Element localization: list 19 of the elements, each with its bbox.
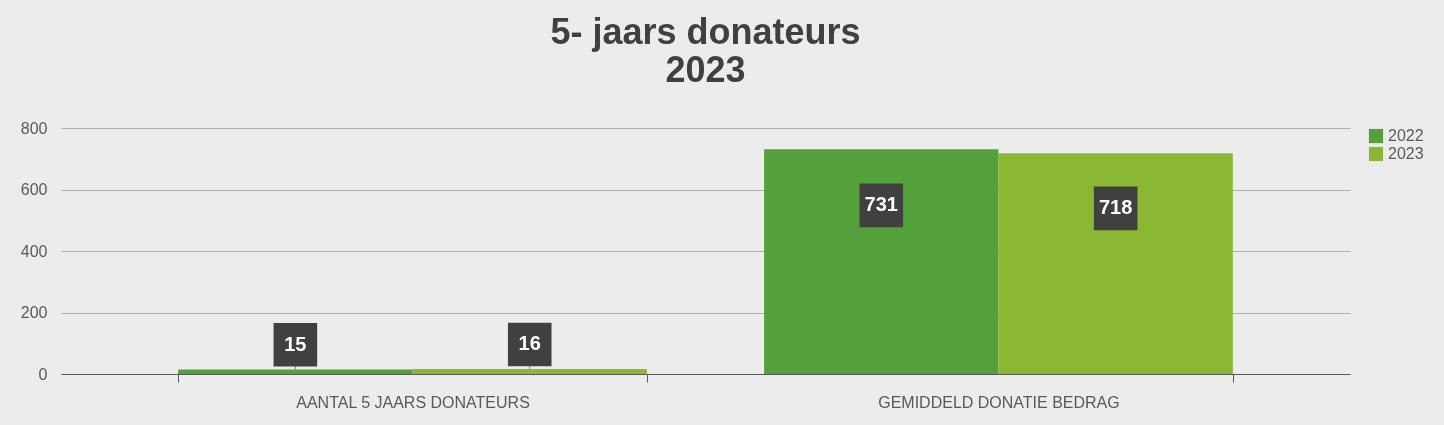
legend-label: 2022 <box>1388 127 1424 144</box>
text: 2023 <box>665 49 746 90</box>
bar <box>412 369 647 374</box>
y-tick-label: 0 <box>38 365 48 383</box>
text: 5- jaars donateurs <box>550 11 861 52</box>
legend-label: 2023 <box>1388 145 1424 162</box>
data-label: 15 <box>284 332 307 355</box>
data-label: 718 <box>1098 196 1133 219</box>
y-tick-label: 800 <box>20 119 48 137</box>
data-label: 731 <box>864 193 898 216</box>
y-tick-label: 600 <box>20 181 48 198</box>
data-label: 16 <box>518 332 541 355</box>
y-tick-label: 400 <box>20 242 48 260</box>
y-tick-label: 200 <box>20 304 48 321</box>
x-tick-label: AANTAL 5 JAARS DONATEURS <box>296 393 530 411</box>
bar <box>178 369 413 374</box>
x-tick-label: GEMIDDELD DONATIE BEDRAG <box>878 393 1120 411</box>
bar <box>998 153 1233 374</box>
bar <box>764 149 999 374</box>
